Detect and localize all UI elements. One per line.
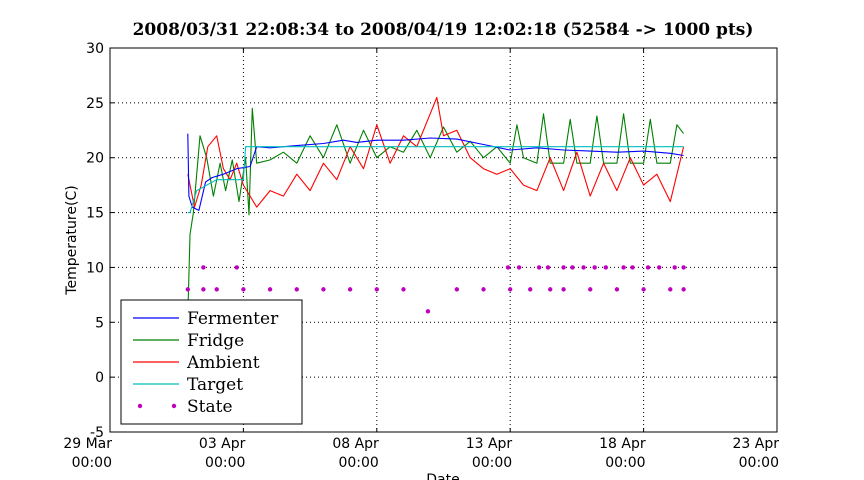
y-tick-label: 25 [86,96,104,112]
state-point [588,287,593,292]
state-point [681,265,686,270]
state-point [374,287,379,292]
state-point [614,287,620,292]
state-point [401,287,406,292]
target-legend-label: Target [187,375,243,395]
state-point [454,287,460,292]
state-legend-marker [171,403,177,409]
fridge-legend-label: Fridge [187,331,244,351]
y-tick-label: -5 [90,425,104,441]
y-tick-label: 30 [86,41,104,57]
state-legend-label: State [187,397,233,417]
state-point [621,265,626,270]
state-point [214,287,219,292]
y-tick-label: 15 [86,206,104,222]
ticks: -5 0 5 10 15 20 25 30 29 Mar 00:00 03 Apr 00:00 08 A… [63,41,779,471]
state-point [641,287,646,292]
state-point [481,287,486,292]
state-point [425,309,431,314]
state-point [672,265,677,270]
state-point [185,287,191,292]
fermenter-legend-label: Fermenter [187,309,279,329]
fridge-line [187,107,685,317]
state-point [561,265,566,270]
state-point [545,265,551,270]
state-point [505,265,511,270]
y-tick-label: 0 [95,370,104,386]
state-point [201,265,206,270]
target-line [187,146,684,214]
state-point [321,287,326,292]
state-point [570,265,575,270]
state-point [561,287,566,292]
y-tick-label: 20 [86,151,104,167]
x-tick-label-time: 00:00 [338,455,378,471]
x-tick-label-date: 23 Apr [733,436,780,452]
state-point [241,287,246,292]
y-tick-label: 10 [86,260,104,276]
state-point [508,287,513,292]
state-point [581,265,586,270]
ambient-legend-label: Ambient [186,353,260,373]
plot-frame [109,47,778,433]
state-point [516,265,522,270]
x-tick-label-date: 29 Mar [63,436,112,452]
state-point [294,287,299,292]
state-point [656,265,662,270]
state-point [548,287,553,292]
x-tick-label-date: 03 Apr [199,436,246,452]
x-tick-label-time: 00:00 [605,455,645,471]
state-point [528,287,533,292]
y-axis-label: Temperature(C) [64,185,80,295]
x-tick-label-date: 08 Apr [332,436,379,452]
x-tick-label-date: 18 Apr [599,436,646,452]
state-point [603,265,609,270]
state-point [234,265,239,270]
x-tick-label-time: 00:00 [739,455,779,471]
fermenter-line [187,133,684,211]
state-point [201,287,206,292]
y-tick-label: 5 [95,315,104,331]
x-tick-label-time: 00:00 [205,455,245,471]
series-layer [185,96,686,317]
state-point [592,265,597,270]
state-point [536,265,542,270]
chart-title: 2008/03/31 22:08:34 to 2008/04/19 12:02:… [133,20,754,40]
state-point [267,287,273,292]
ambient-line [187,96,685,208]
state-point [347,287,353,292]
x-tick-label-time: 00:00 [472,455,512,471]
x-tick-label-time: 00:00 [72,455,112,471]
state-point [630,265,635,270]
x-tick-label-date: 13 Apr [466,436,513,452]
state-legend-marker [137,403,143,409]
state-point [668,287,673,292]
legend-box [120,299,303,425]
state-point [645,265,651,270]
x-axis-label: Date [426,472,459,480]
state-point [681,287,686,292]
